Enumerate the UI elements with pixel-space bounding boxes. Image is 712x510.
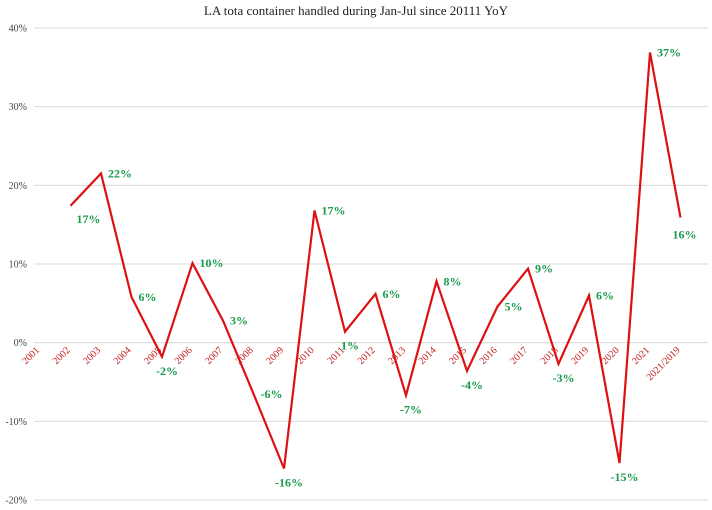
data-label: 17% — [77, 212, 101, 226]
y-tick-label: 0% — [14, 338, 27, 349]
y-tick-label: 20% — [9, 181, 27, 192]
y-tick-label: 30% — [9, 102, 27, 113]
data-label: -2% — [156, 364, 178, 378]
data-label: 8% — [444, 274, 462, 288]
data-label: 6% — [596, 288, 614, 302]
y-tick-label: -20% — [5, 496, 27, 507]
data-label: 1% — [341, 339, 359, 353]
x-tick-label: 2020 — [600, 345, 622, 367]
y-tick-label: -10% — [5, 417, 27, 428]
x-tick-label: 2017 — [508, 345, 530, 367]
x-tick-label: 2019 — [569, 345, 591, 367]
x-tick-label: 2016 — [478, 345, 500, 367]
data-label: 37% — [657, 45, 681, 59]
data-label: 3% — [230, 314, 248, 328]
data-label: 16% — [673, 228, 697, 242]
x-tick-label: 2021/2019 — [645, 345, 683, 383]
x-tick-label: 2014 — [417, 345, 439, 367]
data-label: -15% — [611, 470, 639, 484]
x-tick-label: 2004 — [112, 345, 134, 367]
x-tick-label: 2002 — [51, 345, 73, 367]
data-label: 17% — [322, 204, 346, 218]
x-tick-label: 2007 — [203, 345, 225, 367]
y-tick-label: 10% — [9, 260, 27, 271]
x-tick-label: 2009 — [264, 345, 286, 367]
chart-title: LA tota container handled during Jan-Jul… — [204, 3, 509, 18]
series-line-yoy — [69, 52, 682, 469]
y-tick-label: 40% — [9, 24, 27, 35]
data-label: 5% — [505, 299, 523, 313]
data-label: -6% — [261, 387, 283, 401]
data-label: -4% — [461, 378, 483, 392]
data-label: 22% — [108, 167, 132, 181]
x-tick-label: 2021 — [630, 345, 652, 367]
y-axis-ticks: 40% 30% 20% 10% 0% -10% -20% — [5, 24, 27, 507]
x-tick-label: 2003 — [81, 345, 103, 367]
data-label: 6% — [139, 290, 157, 304]
data-label: -3% — [553, 371, 575, 385]
data-label: -7% — [400, 402, 422, 416]
data-label: 9% — [535, 262, 553, 276]
data-label: 10% — [200, 256, 224, 270]
data-label: -16% — [275, 476, 303, 490]
data-labels: 17% 22% 6% -2% 10% 3% -6% -16% 17% 1% 6% -7% 8% -4% 5%… — [77, 45, 697, 489]
data-label: 6% — [383, 287, 401, 301]
gridlines — [34, 27, 708, 501]
